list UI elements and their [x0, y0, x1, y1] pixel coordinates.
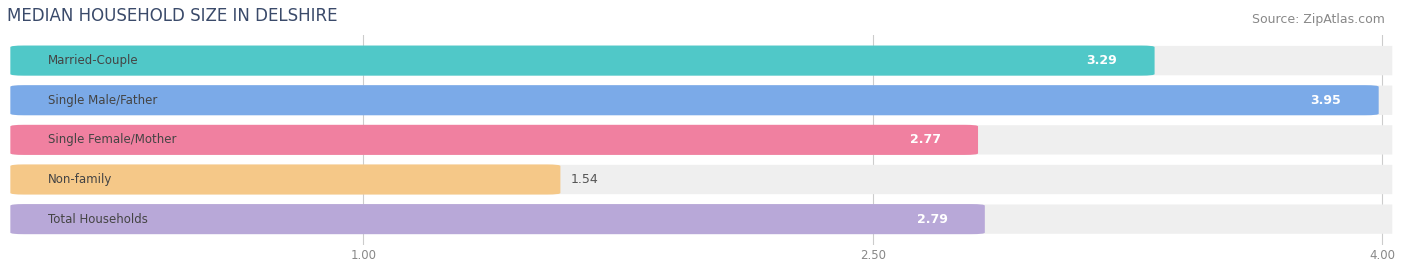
Text: Married-Couple: Married-Couple [48, 54, 138, 67]
Text: Single Female/Mother: Single Female/Mother [48, 133, 176, 146]
FancyBboxPatch shape [14, 204, 1392, 234]
Text: 2.77: 2.77 [910, 133, 941, 146]
FancyBboxPatch shape [10, 45, 1154, 76]
FancyBboxPatch shape [14, 46, 1392, 75]
FancyBboxPatch shape [14, 165, 1392, 194]
FancyBboxPatch shape [14, 125, 1392, 154]
Text: 3.29: 3.29 [1087, 54, 1118, 67]
FancyBboxPatch shape [14, 86, 1392, 115]
FancyBboxPatch shape [10, 85, 1379, 115]
FancyBboxPatch shape [10, 125, 979, 155]
Text: Source: ZipAtlas.com: Source: ZipAtlas.com [1251, 13, 1385, 26]
Text: Single Male/Father: Single Male/Father [48, 94, 157, 107]
Text: MEDIAN HOUSEHOLD SIZE IN DELSHIRE: MEDIAN HOUSEHOLD SIZE IN DELSHIRE [7, 7, 337, 25]
FancyBboxPatch shape [10, 164, 561, 194]
Text: Non-family: Non-family [48, 173, 112, 186]
Text: 2.79: 2.79 [917, 213, 948, 226]
Text: 1.54: 1.54 [571, 173, 599, 186]
Text: 3.95: 3.95 [1310, 94, 1341, 107]
Text: Total Households: Total Households [48, 213, 148, 226]
FancyBboxPatch shape [10, 204, 984, 234]
